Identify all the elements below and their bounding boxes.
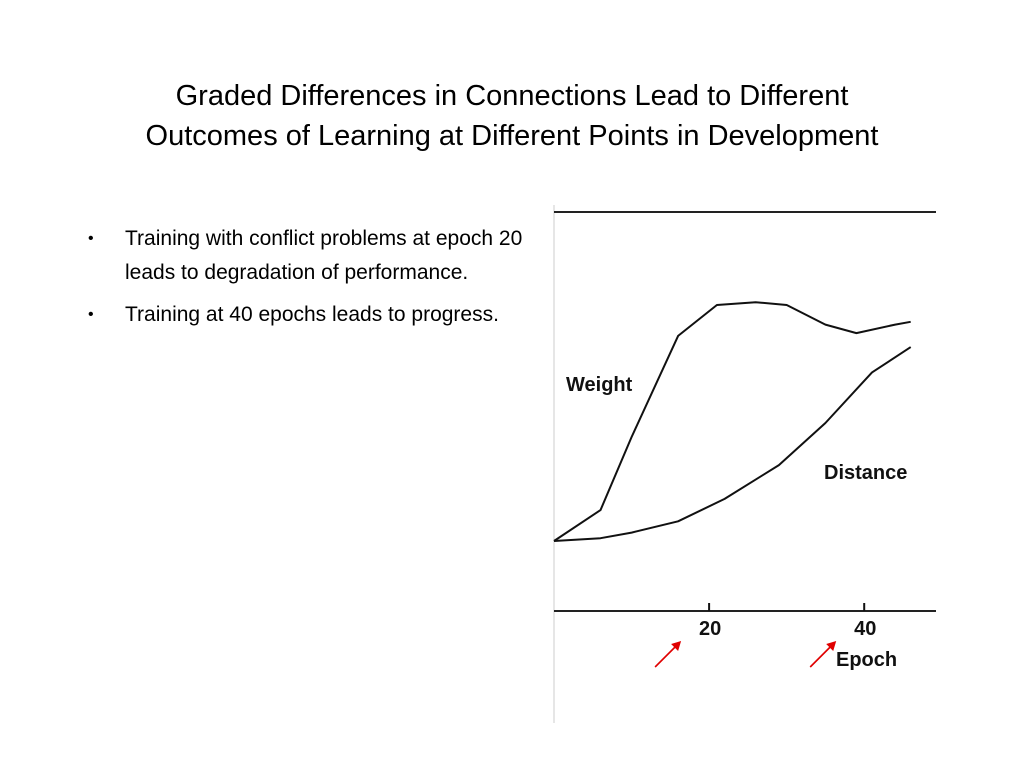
x-axis-label: Epoch — [836, 649, 897, 671]
bullet-item: • Training at 40 epochs leads to progres… — [88, 298, 528, 332]
red-arrow-icon — [809, 641, 837, 668]
bullet-list: • Training with conflict problems at epo… — [88, 222, 528, 340]
arrow-head — [671, 641, 682, 651]
bullet-item: • Training with conflict problems at epo… — [88, 222, 528, 290]
bullet-marker: • — [88, 306, 94, 323]
bullet-text: Training with conflict problems at epoch… — [125, 227, 523, 284]
x-tick-label: 40 — [854, 618, 876, 640]
arrow-layer — [654, 641, 837, 668]
series-label-weight: Weight — [566, 374, 633, 396]
series-line-weight — [553, 301, 911, 542]
series-line-distance — [553, 346, 912, 542]
bullet-marker: • — [88, 230, 94, 247]
epoch-chart: 20 40 Weight Distance Epoch — [553, 205, 936, 723]
series-layer — [553, 301, 912, 542]
tick-layer: 20 40 — [699, 603, 876, 640]
bullet-text: Training at 40 epochs leads to progress. — [125, 303, 499, 326]
arrow-shaft — [809, 643, 834, 668]
slide-title: Graded Differences in Connections Lead t… — [80, 76, 944, 156]
slide-title-line-1: Graded Differences in Connections Lead t… — [175, 80, 849, 112]
red-arrow-icon — [654, 641, 682, 668]
arrow-shaft — [654, 643, 679, 668]
x-tick-label: 20 — [699, 618, 721, 640]
epoch-chart-figure: 20 40 Weight Distance Epoch — [552, 205, 936, 723]
arrow-head — [826, 641, 837, 651]
series-label-distance: Distance — [824, 462, 907, 484]
slide-title-line-2: Outcomes of Learning at Different Points… — [145, 120, 879, 152]
